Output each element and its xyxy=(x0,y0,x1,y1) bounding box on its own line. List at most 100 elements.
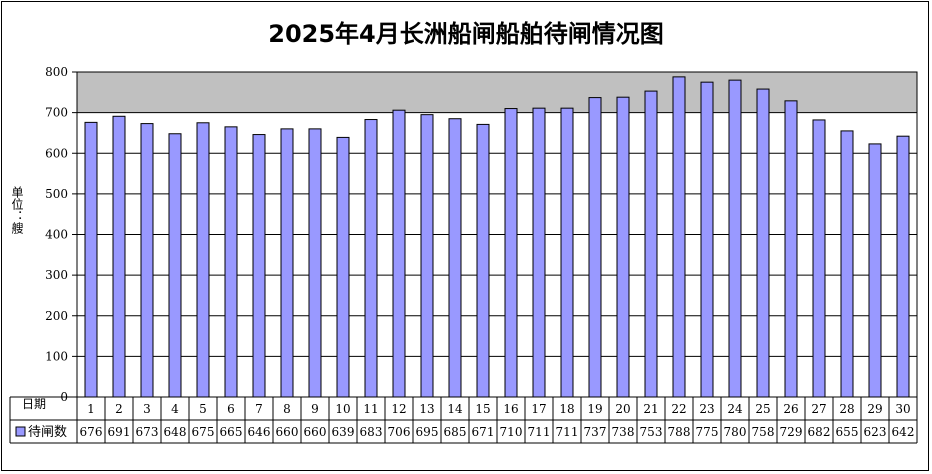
x-tick-label: 3 xyxy=(143,402,151,416)
bar-day-23 xyxy=(700,81,714,398)
bar-day-1 xyxy=(84,121,98,398)
data-table-value: 711 xyxy=(528,425,551,439)
data-table-value: 780 xyxy=(724,425,747,439)
bar-day-2 xyxy=(112,115,126,398)
y-tick-label: 700 xyxy=(45,106,68,120)
x-tick-label: 23 xyxy=(699,402,714,416)
y-tick-label: 100 xyxy=(45,349,68,363)
data-table-value: 775 xyxy=(696,425,719,439)
x-tick-label: 17 xyxy=(531,402,546,416)
bar-day-4 xyxy=(168,133,182,398)
data-table-value: 691 xyxy=(108,425,131,439)
y-tick-label: 300 xyxy=(45,268,68,282)
x-tick-label: 8 xyxy=(283,402,291,416)
x-axis-label: 日期 xyxy=(22,397,46,411)
bar-day-15 xyxy=(476,123,490,398)
legend-swatch xyxy=(15,426,26,437)
x-tick-label: 18 xyxy=(559,402,574,416)
y-tick-label: 500 xyxy=(45,187,68,201)
data-table-value: 711 xyxy=(556,425,579,439)
bar-day-22 xyxy=(672,76,686,398)
y-axis-label: 单位：艘 xyxy=(10,186,24,234)
y-tick-label: 600 xyxy=(45,146,68,160)
y-tick-label: 400 xyxy=(45,228,68,242)
x-tick-label: 6 xyxy=(227,402,235,416)
data-table-value: 646 xyxy=(248,425,271,439)
data-table-value: 642 xyxy=(892,425,915,439)
data-table-value: 753 xyxy=(640,425,663,439)
x-tick-label: 7 xyxy=(255,402,263,416)
x-tick-label: 26 xyxy=(783,402,798,416)
x-tick-label: 14 xyxy=(447,402,463,416)
data-table-value: 788 xyxy=(668,425,691,439)
x-tick-label: 13 xyxy=(419,402,434,416)
data-table-value: 639 xyxy=(332,425,355,439)
x-tick-label: 16 xyxy=(503,402,518,416)
x-tick-label: 30 xyxy=(895,402,910,416)
x-tick-label: 20 xyxy=(615,402,630,416)
bar-day-18 xyxy=(560,107,574,398)
data-table-value: 758 xyxy=(752,425,775,439)
data-table-value: 665 xyxy=(220,425,243,439)
bar-day-25 xyxy=(756,88,770,398)
x-tick-label: 5 xyxy=(199,402,207,416)
data-table-value: 675 xyxy=(192,425,215,439)
bar-day-10 xyxy=(336,136,350,398)
data-table-value: 660 xyxy=(304,425,327,439)
bar-day-27 xyxy=(812,119,826,398)
bar-day-30 xyxy=(896,135,910,398)
x-tick-label: 15 xyxy=(475,402,490,416)
data-table-value: 683 xyxy=(360,425,383,439)
bar-day-21 xyxy=(644,90,658,398)
bar-day-19 xyxy=(588,97,602,398)
x-tick-label: 24 xyxy=(727,402,743,416)
y-tick-label: 800 xyxy=(45,65,68,79)
data-table-value: 738 xyxy=(612,425,635,439)
bar-day-24 xyxy=(728,79,742,398)
y-tick-label: 0 xyxy=(60,390,68,404)
x-tick-label: 9 xyxy=(311,402,319,416)
bar-day-20 xyxy=(616,96,630,398)
data-table-value: 673 xyxy=(136,425,159,439)
legend-label: 待闸数 xyxy=(28,425,67,440)
x-tick-label: 25 xyxy=(755,402,770,416)
x-tick-label: 27 xyxy=(811,402,826,416)
plot-upper-band xyxy=(77,72,917,113)
bar-day-7 xyxy=(252,134,266,398)
bar-day-26 xyxy=(784,100,798,398)
x-tick-label: 11 xyxy=(363,402,378,416)
bar-day-28 xyxy=(840,130,854,398)
x-tick-label: 28 xyxy=(839,402,854,416)
bar-day-8 xyxy=(280,128,294,398)
bar-day-3 xyxy=(140,123,154,398)
data-table-value: 706 xyxy=(388,425,411,439)
x-tick-label: 10 xyxy=(335,402,350,416)
data-table-value: 671 xyxy=(472,425,495,439)
data-table-value: 695 xyxy=(416,425,439,439)
x-tick-label: 2 xyxy=(115,402,123,416)
x-tick-label: 19 xyxy=(587,402,602,416)
data-table-value: 660 xyxy=(276,425,299,439)
bar-day-12 xyxy=(392,109,406,398)
bar-day-5 xyxy=(196,122,210,398)
bar-day-13 xyxy=(420,114,434,398)
x-tick-label: 1 xyxy=(87,402,95,416)
data-table-value: 685 xyxy=(444,425,467,439)
bar-day-17 xyxy=(532,107,546,398)
x-tick-label: 12 xyxy=(391,402,406,416)
data-table-value: 710 xyxy=(500,425,523,439)
data-table-value: 623 xyxy=(864,425,887,439)
x-tick-label: 29 xyxy=(867,402,882,416)
data-table-value: 676 xyxy=(80,425,103,439)
data-table-value: 737 xyxy=(584,425,607,439)
x-tick-label: 22 xyxy=(671,402,686,416)
data-table-value: 648 xyxy=(164,425,187,439)
data-table-value: 682 xyxy=(808,425,831,439)
bar-day-29 xyxy=(868,143,882,398)
chart-title: 2025年4月长洲船闸船舶待闸情况图 xyxy=(268,20,664,48)
x-tick-label: 21 xyxy=(643,402,658,416)
bar-day-6 xyxy=(224,126,238,398)
data-table-value: 655 xyxy=(836,425,859,439)
